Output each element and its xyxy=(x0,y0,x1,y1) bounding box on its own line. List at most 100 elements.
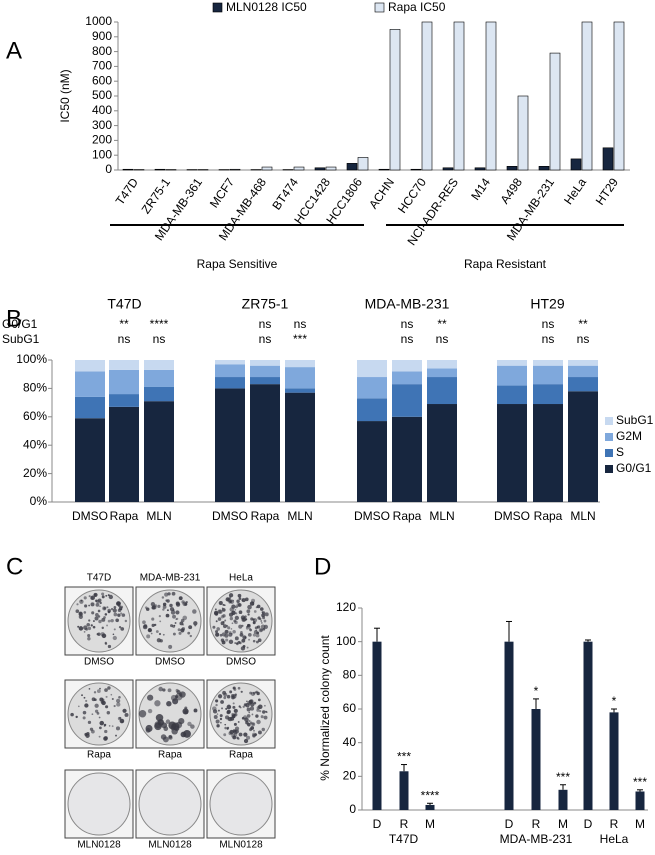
x-tick-label: MLN xyxy=(429,509,454,523)
colony xyxy=(236,599,240,603)
colony xyxy=(113,628,116,631)
colony xyxy=(158,632,162,636)
bar xyxy=(609,712,619,810)
colony xyxy=(159,620,162,623)
colony xyxy=(231,622,234,625)
colony xyxy=(257,698,261,702)
bar xyxy=(504,641,514,810)
colony xyxy=(222,621,225,624)
colony xyxy=(84,628,87,630)
colony xyxy=(232,629,236,634)
colony xyxy=(242,645,246,648)
y-tick-label: 400 xyxy=(92,103,112,117)
colony xyxy=(256,706,261,710)
colony xyxy=(182,601,187,607)
group-title: ZR75-1 xyxy=(242,296,289,312)
colony xyxy=(247,632,252,637)
colony xyxy=(228,600,232,604)
significance: * xyxy=(534,684,539,698)
colony xyxy=(256,719,261,725)
colony xyxy=(166,700,172,707)
significance: ns xyxy=(436,332,449,346)
y-tick-label: 100% xyxy=(16,352,47,366)
colony xyxy=(255,633,260,638)
group-title: HT29 xyxy=(530,296,564,312)
y-tick-label: 120 xyxy=(336,600,356,614)
colony xyxy=(176,617,179,620)
colony xyxy=(113,704,116,708)
colony xyxy=(158,615,161,618)
colony xyxy=(260,620,263,622)
plate-row-label: DMSO xyxy=(155,657,185,668)
bar xyxy=(581,21,593,171)
colony xyxy=(87,626,92,631)
colony xyxy=(90,624,93,627)
colony xyxy=(117,613,121,617)
colony xyxy=(255,714,259,718)
bar-segment xyxy=(75,418,105,502)
colony xyxy=(87,637,91,641)
colony xyxy=(237,640,241,644)
colony xyxy=(84,703,89,708)
significance: ns xyxy=(401,317,414,331)
colony xyxy=(223,696,227,700)
colony xyxy=(116,702,121,707)
bar-segment xyxy=(144,360,174,370)
bar xyxy=(293,166,305,171)
colony xyxy=(87,720,92,725)
colony xyxy=(245,721,249,725)
colony xyxy=(234,636,239,641)
colony xyxy=(237,593,242,598)
x-tick-label: MLN xyxy=(287,509,312,523)
colony xyxy=(237,686,241,690)
bar-segment xyxy=(392,371,422,385)
colony xyxy=(246,646,249,649)
bar xyxy=(421,21,433,171)
colony xyxy=(88,604,91,607)
bar-segment xyxy=(144,369,174,387)
colony xyxy=(224,723,227,726)
plate-row-label: DMSO xyxy=(84,657,114,668)
colony xyxy=(217,694,223,699)
colony xyxy=(215,719,220,724)
colony xyxy=(162,633,165,636)
significance: ** xyxy=(437,317,447,331)
y-tick-label: 40 xyxy=(343,735,357,749)
colony xyxy=(70,712,74,717)
bar xyxy=(229,168,241,171)
colony xyxy=(245,618,248,621)
panel-label: D xyxy=(314,553,331,580)
bar-segment xyxy=(109,369,139,395)
bar xyxy=(602,147,614,171)
colony xyxy=(256,626,259,628)
colony xyxy=(216,627,220,631)
colony xyxy=(96,599,100,604)
bar-segment xyxy=(250,384,280,502)
colony xyxy=(104,729,108,734)
colony xyxy=(154,604,158,608)
colony xyxy=(230,694,235,698)
colony xyxy=(218,600,223,606)
colony xyxy=(169,607,175,612)
colony xyxy=(227,626,231,630)
colony xyxy=(94,703,99,708)
colony xyxy=(263,624,269,630)
colony xyxy=(118,606,123,611)
bar-segment xyxy=(215,360,245,365)
colony xyxy=(248,711,251,714)
colony xyxy=(240,690,243,693)
group-label: Rapa Resistant xyxy=(464,257,547,271)
x-tick-label: ZR75-1 xyxy=(139,175,174,216)
colony xyxy=(244,597,249,602)
colony xyxy=(246,700,248,703)
colony xyxy=(248,719,251,723)
colony xyxy=(142,624,148,630)
legend-swatch xyxy=(605,417,613,425)
y-tick-label: 60% xyxy=(23,409,47,423)
colony xyxy=(220,638,225,642)
significance: *** xyxy=(633,775,647,789)
colony xyxy=(247,613,250,616)
bar xyxy=(399,771,409,810)
plate-column-label: MDA-MB-231 xyxy=(140,573,201,584)
colony xyxy=(238,610,243,615)
